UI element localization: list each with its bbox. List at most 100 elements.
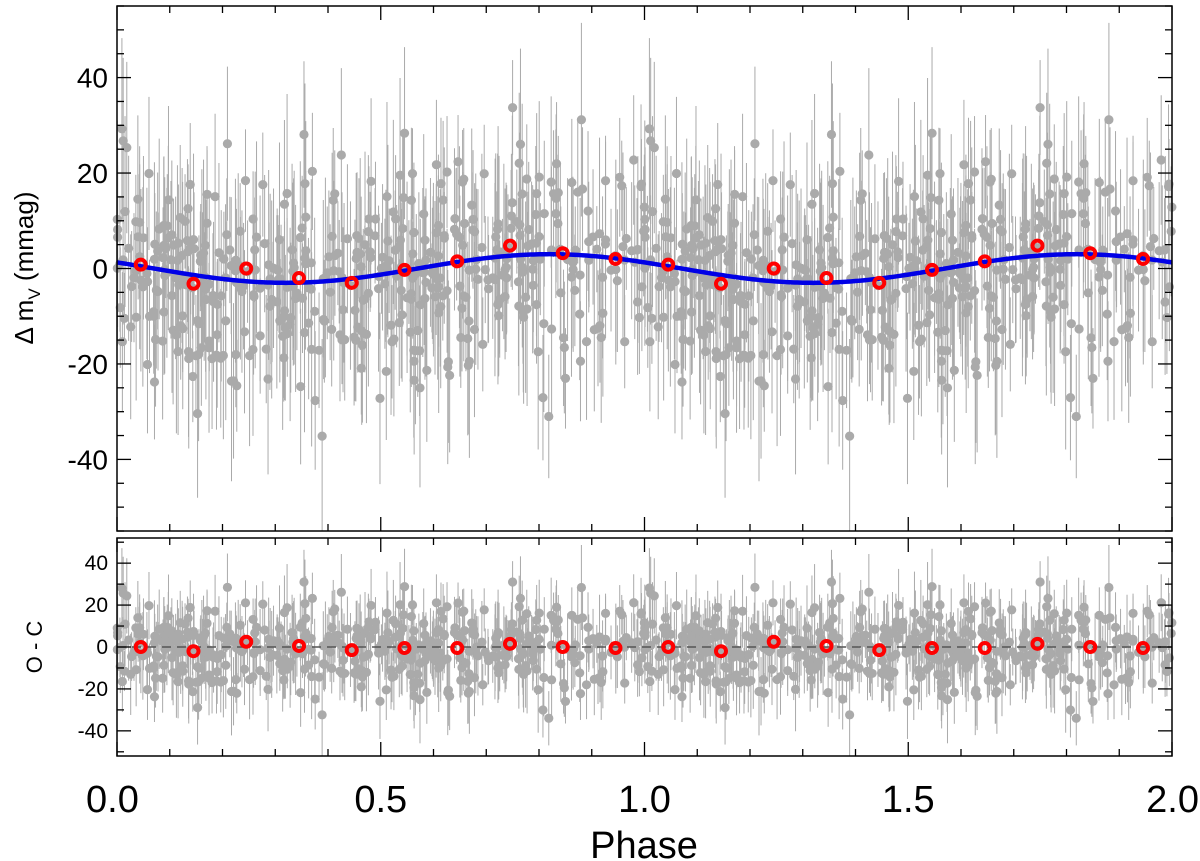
- x-axis-title: Phase: [590, 825, 698, 861]
- raw-point: [1166, 226, 1176, 236]
- binned-residual-point: [133, 640, 148, 654]
- raw-residual-point: [539, 672, 549, 683]
- raw-point: [117, 337, 127, 347]
- raw-residual-point: [419, 618, 429, 629]
- raw-point: [200, 282, 210, 292]
- binned-point: [1083, 246, 1098, 261]
- raw-residual-point: [523, 638, 533, 648]
- raw-point: [1097, 285, 1107, 295]
- raw-point: [149, 311, 159, 321]
- raw-point: [1008, 264, 1018, 275]
- raw-residual-point: [428, 644, 438, 654]
- raw-point: [698, 273, 708, 283]
- raw-point: [677, 377, 687, 387]
- raw-point: [916, 334, 926, 344]
- raw-residual-point: [677, 638, 687, 648]
- raw-residual-point: [617, 610, 627, 620]
- raw-point: [600, 176, 611, 186]
- raw-point: [150, 334, 161, 345]
- raw-point: [1088, 373, 1098, 383]
- raw-point: [497, 270, 508, 280]
- raw-residual-point: [926, 610, 936, 620]
- raw-point: [370, 214, 381, 224]
- raw-residual-point: [923, 628, 933, 638]
- raw-point: [1066, 319, 1076, 329]
- raw-residual-point: [879, 631, 890, 641]
- raw-point: [442, 167, 452, 177]
- binned-point: [186, 276, 201, 291]
- raw-residual-point: [204, 670, 214, 680]
- binned-residual-point: [977, 641, 992, 656]
- raw-residual-point: [222, 622, 232, 632]
- raw-point: [1035, 198, 1045, 208]
- raw-point: [310, 395, 320, 406]
- raw-point: [835, 166, 845, 177]
- raw-residual-point: [678, 673, 688, 683]
- raw-point: [594, 229, 605, 239]
- raw-point: [216, 291, 226, 301]
- raw-residual-point: [985, 607, 995, 617]
- raw-point: [926, 192, 936, 203]
- raw-point: [711, 353, 721, 364]
- raw-point: [394, 317, 404, 328]
- raw-residual-point: [831, 660, 841, 670]
- raw-residual-point: [418, 644, 428, 654]
- bottom-y-tick-label: 0: [96, 636, 108, 659]
- raw-point: [1074, 324, 1084, 334]
- raw-residual-point: [988, 658, 999, 668]
- raw-point: [1034, 211, 1044, 221]
- raw-residual-point: [1071, 713, 1081, 723]
- raw-residual-point: [705, 634, 715, 644]
- raw-point: [1147, 337, 1157, 347]
- raw-point: [122, 143, 132, 153]
- raw-point: [1079, 159, 1089, 169]
- raw-point: [737, 192, 748, 202]
- raw-residual-point: [127, 651, 137, 662]
- binned-point: [502, 238, 517, 253]
- raw-point: [1163, 181, 1174, 192]
- raw-residual-point: [723, 635, 733, 646]
- raw-residual-point: [310, 694, 320, 704]
- raw-residual-point: [360, 652, 370, 662]
- raw-residual-point: [398, 610, 409, 620]
- raw-point: [701, 280, 711, 290]
- raw-point: [1011, 284, 1021, 294]
- raw-residual-point: [597, 651, 608, 661]
- raw-residual-point: [390, 618, 401, 629]
- raw-point: [1074, 177, 1084, 187]
- raw-residual-point: [785, 599, 795, 609]
- raw-residual-point: [846, 659, 856, 669]
- raw-point: [923, 235, 933, 245]
- raw-point: [1049, 174, 1059, 184]
- raw-point: [715, 371, 725, 382]
- raw-point: [633, 297, 643, 307]
- raw-point: [825, 293, 835, 303]
- raw-point: [195, 256, 205, 266]
- raw-point: [768, 175, 778, 186]
- raw-point: [685, 253, 696, 263]
- raw-point: [333, 248, 343, 258]
- raw-residual-point: [649, 591, 659, 601]
- raw-residual-point: [690, 622, 700, 632]
- raw-point: [653, 322, 663, 332]
- raw-point: [171, 273, 181, 283]
- raw-residual-point: [538, 705, 548, 715]
- binned-point: [766, 261, 781, 276]
- raw-point: [212, 330, 222, 340]
- raw-residual-point: [539, 624, 549, 634]
- binned-residual-point: [766, 634, 781, 649]
- bottom-y-axis-title: O - C: [22, 621, 47, 674]
- raw-point: [669, 268, 679, 279]
- binned-point: [713, 276, 728, 291]
- raw-residual-point: [1011, 656, 1021, 666]
- raw-point: [274, 235, 285, 245]
- raw-residual-point: [442, 602, 452, 612]
- binned-point: [555, 246, 570, 261]
- raw-residual-point: [459, 625, 470, 636]
- raw-residual-point: [282, 603, 292, 613]
- raw-residual-point: [333, 630, 343, 640]
- raw-point: [790, 374, 801, 384]
- raw-residual-point: [415, 695, 425, 705]
- raw-residual-point: [300, 631, 310, 641]
